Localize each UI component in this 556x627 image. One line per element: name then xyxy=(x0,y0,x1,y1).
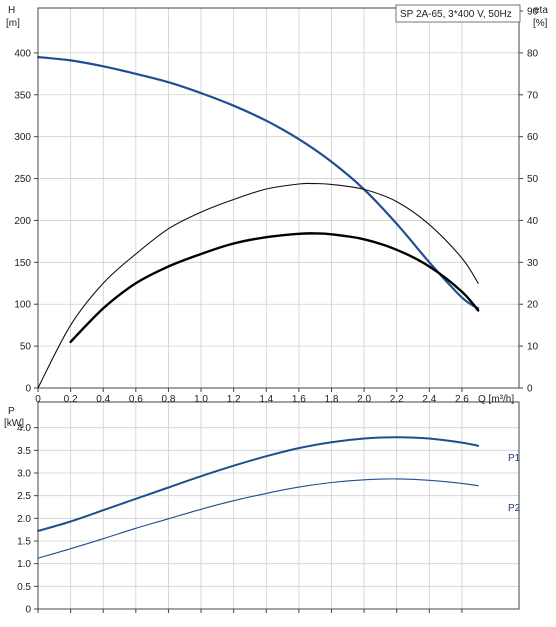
y-right-axis-unit: [%] xyxy=(533,18,548,29)
p1-series-label: P1 xyxy=(508,453,521,464)
y-right-tick-label: 0 xyxy=(527,384,533,395)
y-right-tick-label: 30 xyxy=(527,258,539,269)
power-tick-label: 2.5 xyxy=(17,491,31,502)
y-right-tick-label: 20 xyxy=(527,300,539,311)
y-left-tick-label: 100 xyxy=(14,300,31,311)
power-tick-label: 1.5 xyxy=(17,537,31,548)
upper-chart-series xyxy=(36,56,480,389)
x-tick-label: 1.2 xyxy=(227,394,241,405)
x-tick-label: 1.8 xyxy=(325,394,339,405)
power-axis-unit: [kW] xyxy=(4,418,24,429)
power-tick-label: 2.0 xyxy=(17,514,31,525)
upper-chart-grid xyxy=(38,8,519,388)
legend-box-text: SP 2A-65, 3*400 V, 50Hz xyxy=(400,9,512,20)
upper-chart-frame xyxy=(37,7,520,389)
x-tick-label: 0.8 xyxy=(161,394,175,405)
y-right-tick-label: 40 xyxy=(527,216,539,227)
y-left-tick-label: 0 xyxy=(25,384,31,395)
y-left-tick-label: 50 xyxy=(20,342,32,353)
y-right-tick-label: 70 xyxy=(527,90,539,101)
p2-series-label: P2 xyxy=(508,503,521,514)
y-right-tick-label: 50 xyxy=(527,174,539,185)
x-tick-label: 2.0 xyxy=(357,394,371,405)
x-tick-label: 0.4 xyxy=(96,394,110,405)
y-right-tick-label: 60 xyxy=(527,132,539,143)
power-axis-label: P xyxy=(8,406,15,417)
p1-power-curve xyxy=(37,436,480,532)
upper-chart-ticks: 0 0.2 0.4 0.6 0.8 1.0 1.2 1.4 1.6 1.8 2.0 2.2 2.4 2.6… xyxy=(14,7,538,406)
y-left-tick-label: 150 xyxy=(14,258,31,269)
x-tick-label: 2.6 xyxy=(455,394,469,405)
x-tick-label: 1.0 xyxy=(194,394,208,405)
power-tick-label: 0 xyxy=(25,605,31,616)
y-left-tick-label: 350 xyxy=(14,90,31,101)
p2-power-curve xyxy=(37,478,479,559)
y-right-tick-label: 10 xyxy=(527,342,539,353)
y-left-axis-unit: [m] xyxy=(6,18,20,29)
efficiency-pump-curve xyxy=(69,232,480,344)
lower-chart-ticks: 0 0.5 1.0 1.5 2.0 2.5 3.0 3.5 4.0 xyxy=(17,423,463,616)
x-tick-label: 0.6 xyxy=(129,394,143,405)
efficiency-total-curve xyxy=(37,182,479,389)
power-tick-label: 4.0 xyxy=(17,423,31,434)
x-tick-label: 1.4 xyxy=(259,394,273,405)
power-tick-label: 1.0 xyxy=(17,559,31,570)
legend-box: SP 2A-65, 3*400 V, 50Hz xyxy=(395,4,521,23)
y-left-axis-label: H xyxy=(8,5,15,16)
y-right-tick-label: 80 xyxy=(527,48,539,59)
power-tick-label: 3.5 xyxy=(17,446,31,457)
y-left-tick-label: 200 xyxy=(14,216,31,227)
head-curve xyxy=(36,56,480,310)
y-right-tick-label: 90 xyxy=(527,7,539,18)
x-axis-label: Q [m³/h] xyxy=(478,394,514,405)
lower-chart-grid xyxy=(38,402,519,609)
x-tick-label: 0.2 xyxy=(64,394,78,405)
y-right-axis-label: eta xyxy=(534,5,548,16)
y-left-tick-label: 300 xyxy=(14,132,31,143)
y-left-tick-label: 250 xyxy=(14,174,31,185)
power-tick-label: 0.5 xyxy=(17,582,31,593)
power-tick-label: 3.0 xyxy=(17,469,31,480)
lower-chart-series xyxy=(37,436,480,559)
x-tick-label: 2.4 xyxy=(422,394,436,405)
x-tick-label: 2.2 xyxy=(390,394,404,405)
x-tick-label: 0 xyxy=(35,394,41,405)
x-tick-label: 1.6 xyxy=(292,394,306,405)
y-left-tick-label: 400 xyxy=(14,48,31,59)
lower-chart-frame xyxy=(37,401,520,610)
